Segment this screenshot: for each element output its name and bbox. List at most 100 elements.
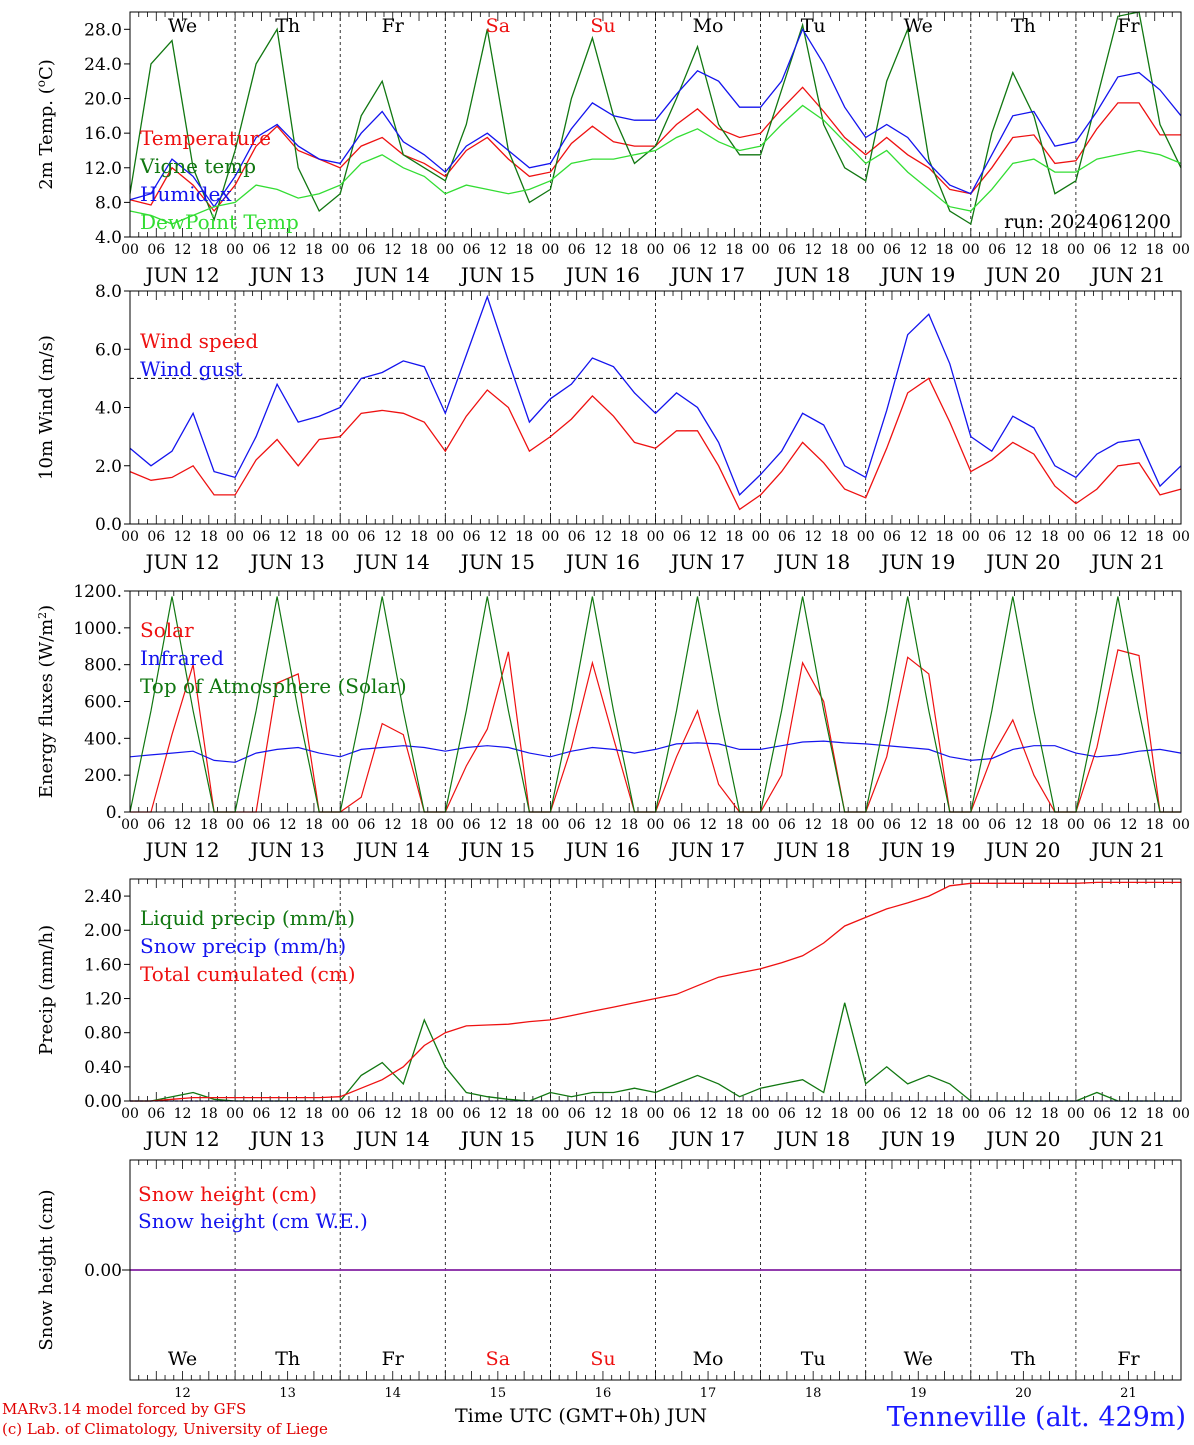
hour-tick-label: 12 <box>594 529 612 545</box>
weekday-label: Sa <box>486 15 510 37</box>
hour-tick-label: 00 <box>752 529 770 545</box>
y-tick-label: 1000. <box>73 619 122 639</box>
y-axis-label: Snow height (cm) <box>36 1189 57 1350</box>
hour-tick-label: 00 <box>331 817 349 833</box>
weekday-label: Mo <box>693 15 724 37</box>
date-label: JUN 14 <box>354 263 430 287</box>
y-tick-label: 400. <box>84 729 122 749</box>
y-tick-label: 200. <box>84 766 122 786</box>
weekday-label: Tu <box>801 15 826 37</box>
date-label: JUN 17 <box>669 263 745 287</box>
hour-tick-label: 12 <box>909 817 927 833</box>
hour-tick-label: 06 <box>358 242 376 258</box>
date-label: JUN 17 <box>669 550 745 574</box>
hour-tick-label: 18 <box>515 817 533 833</box>
hour-tick-label: 12 <box>909 242 927 258</box>
hour-tick-label: 00 <box>226 817 244 833</box>
hour-tick-label: 06 <box>1093 529 1111 545</box>
date-label: JUN 13 <box>249 263 325 287</box>
hour-tick-label: 06 <box>252 529 270 545</box>
hour-tick-label: 06 <box>673 817 691 833</box>
hour-tick-label: 06 <box>358 817 376 833</box>
hour-tick-label: 12 <box>1120 1106 1138 1122</box>
hour-tick-label: 00 <box>857 1106 875 1122</box>
hour-tick-label: 18 <box>1146 529 1164 545</box>
hour-tick-label: 00 <box>647 1106 665 1122</box>
hour-tick-label: 00 <box>226 529 244 545</box>
y-tick-label: 1.20 <box>84 990 122 1010</box>
hour-tick-label: 06 <box>568 1106 586 1122</box>
y-axis-label: Precip (mm/h) <box>36 925 57 1055</box>
hour-tick-label: 00 <box>647 529 665 545</box>
hour-tick-label: 18 <box>1041 817 1059 833</box>
hour-tick-label: 12 <box>699 529 717 545</box>
y-axis-label: Energy fluxes (W/m2) <box>36 605 58 798</box>
hour-tick-label: 12 <box>909 529 927 545</box>
date-label: JUN 19 <box>879 550 955 574</box>
hour-tick-label: 18 <box>620 529 638 545</box>
hour-tick-label: 18 <box>200 1106 218 1122</box>
hour-tick-label: 12 <box>384 242 402 258</box>
series-line-infrared <box>129 740 1182 763</box>
hour-tick-label: 18 <box>831 529 849 545</box>
hour-tick-label: 18 <box>515 242 533 258</box>
hour-tick-label: 12 <box>804 817 822 833</box>
y-tick-label: 24.0 <box>84 55 122 75</box>
hour-tick-label: 12 <box>174 1106 192 1122</box>
hour-tick-label: 06 <box>463 242 481 258</box>
y-tick-label: 12.0 <box>84 159 122 179</box>
date-label: JUN 18 <box>774 1127 850 1151</box>
hour-tick-label: 12 <box>384 529 402 545</box>
hour-tick-label: 00 <box>752 817 770 833</box>
chart-panel-2: 8.0 6.0 4.0 2.0 0.0 10m Wind (m/s) Wind speed W… <box>36 282 1190 574</box>
legend-entry: Humidex <box>140 182 232 206</box>
hour-tick-label: 12 <box>174 817 192 833</box>
date-label: JUN 16 <box>564 550 640 574</box>
hour-tick-label: 06 <box>358 529 376 545</box>
hour-tick-label: 06 <box>883 1106 901 1122</box>
series-line-vigne-temp <box>129 11 1182 226</box>
hour-tick-label: 00 <box>331 242 349 258</box>
hour-tick-label: 00 <box>962 817 980 833</box>
chart-panel-4: 2.40 2.00 1.60 1.20 0.80 0.40 0.00 Precip (mm/h… <box>36 878 1190 1151</box>
hour-tick-label: 06 <box>988 242 1006 258</box>
series-line-wind-speed <box>129 377 1182 511</box>
hour-tick-label: 12 <box>699 817 717 833</box>
hour-tick-label: 00 <box>541 1106 559 1122</box>
y-tick-label: 1.60 <box>84 955 122 975</box>
weekday-label: Fr <box>382 15 405 37</box>
hour-tick-label: 06 <box>673 529 691 545</box>
hour-tick-label: 18 <box>410 817 428 833</box>
y-axis-label: 2m Temp. (oC) <box>34 59 57 190</box>
plot-frame <box>129 11 1182 238</box>
y-tick-label: 2.0 <box>95 457 122 477</box>
day-number-label: 14 <box>384 1386 401 1401</box>
date-label: JUN 12 <box>143 550 219 574</box>
hour-tick-label: 18 <box>620 1106 638 1122</box>
hour-tick-label: 00 <box>1067 529 1085 545</box>
date-label: JUN 13 <box>249 838 325 862</box>
station-name: Tenneville (alt. 429m) <box>886 1402 1186 1433</box>
hour-tick-label: 12 <box>279 1106 297 1122</box>
date-label: JUN 21 <box>1089 263 1165 287</box>
weekday-label: Mo <box>693 1348 724 1370</box>
hour-tick-label: 12 <box>1014 529 1032 545</box>
hour-tick-label: 18 <box>725 242 743 258</box>
weekday-label: Th <box>1011 1348 1036 1370</box>
hour-tick-label: 00 <box>962 1106 980 1122</box>
weekday-label: We <box>904 15 933 37</box>
legend-entry: Solar <box>140 618 194 642</box>
hour-tick-label: 00 <box>1067 817 1085 833</box>
hour-tick-label: 12 <box>279 242 297 258</box>
hour-tick-label: 06 <box>778 529 796 545</box>
hour-tick-label: 06 <box>673 1106 691 1122</box>
hour-tick-label: 18 <box>1146 242 1164 258</box>
hour-tick-label: 12 <box>804 242 822 258</box>
y-tick-label: 6.0 <box>95 340 122 360</box>
hour-tick-label: 12 <box>699 242 717 258</box>
hour-tick-label: 06 <box>358 1106 376 1122</box>
legend-entry: DewPoint Temp <box>140 210 299 234</box>
hour-tick-label: 06 <box>1093 817 1111 833</box>
hour-tick-label: 06 <box>147 529 165 545</box>
date-label: JUN 17 <box>669 1127 745 1151</box>
